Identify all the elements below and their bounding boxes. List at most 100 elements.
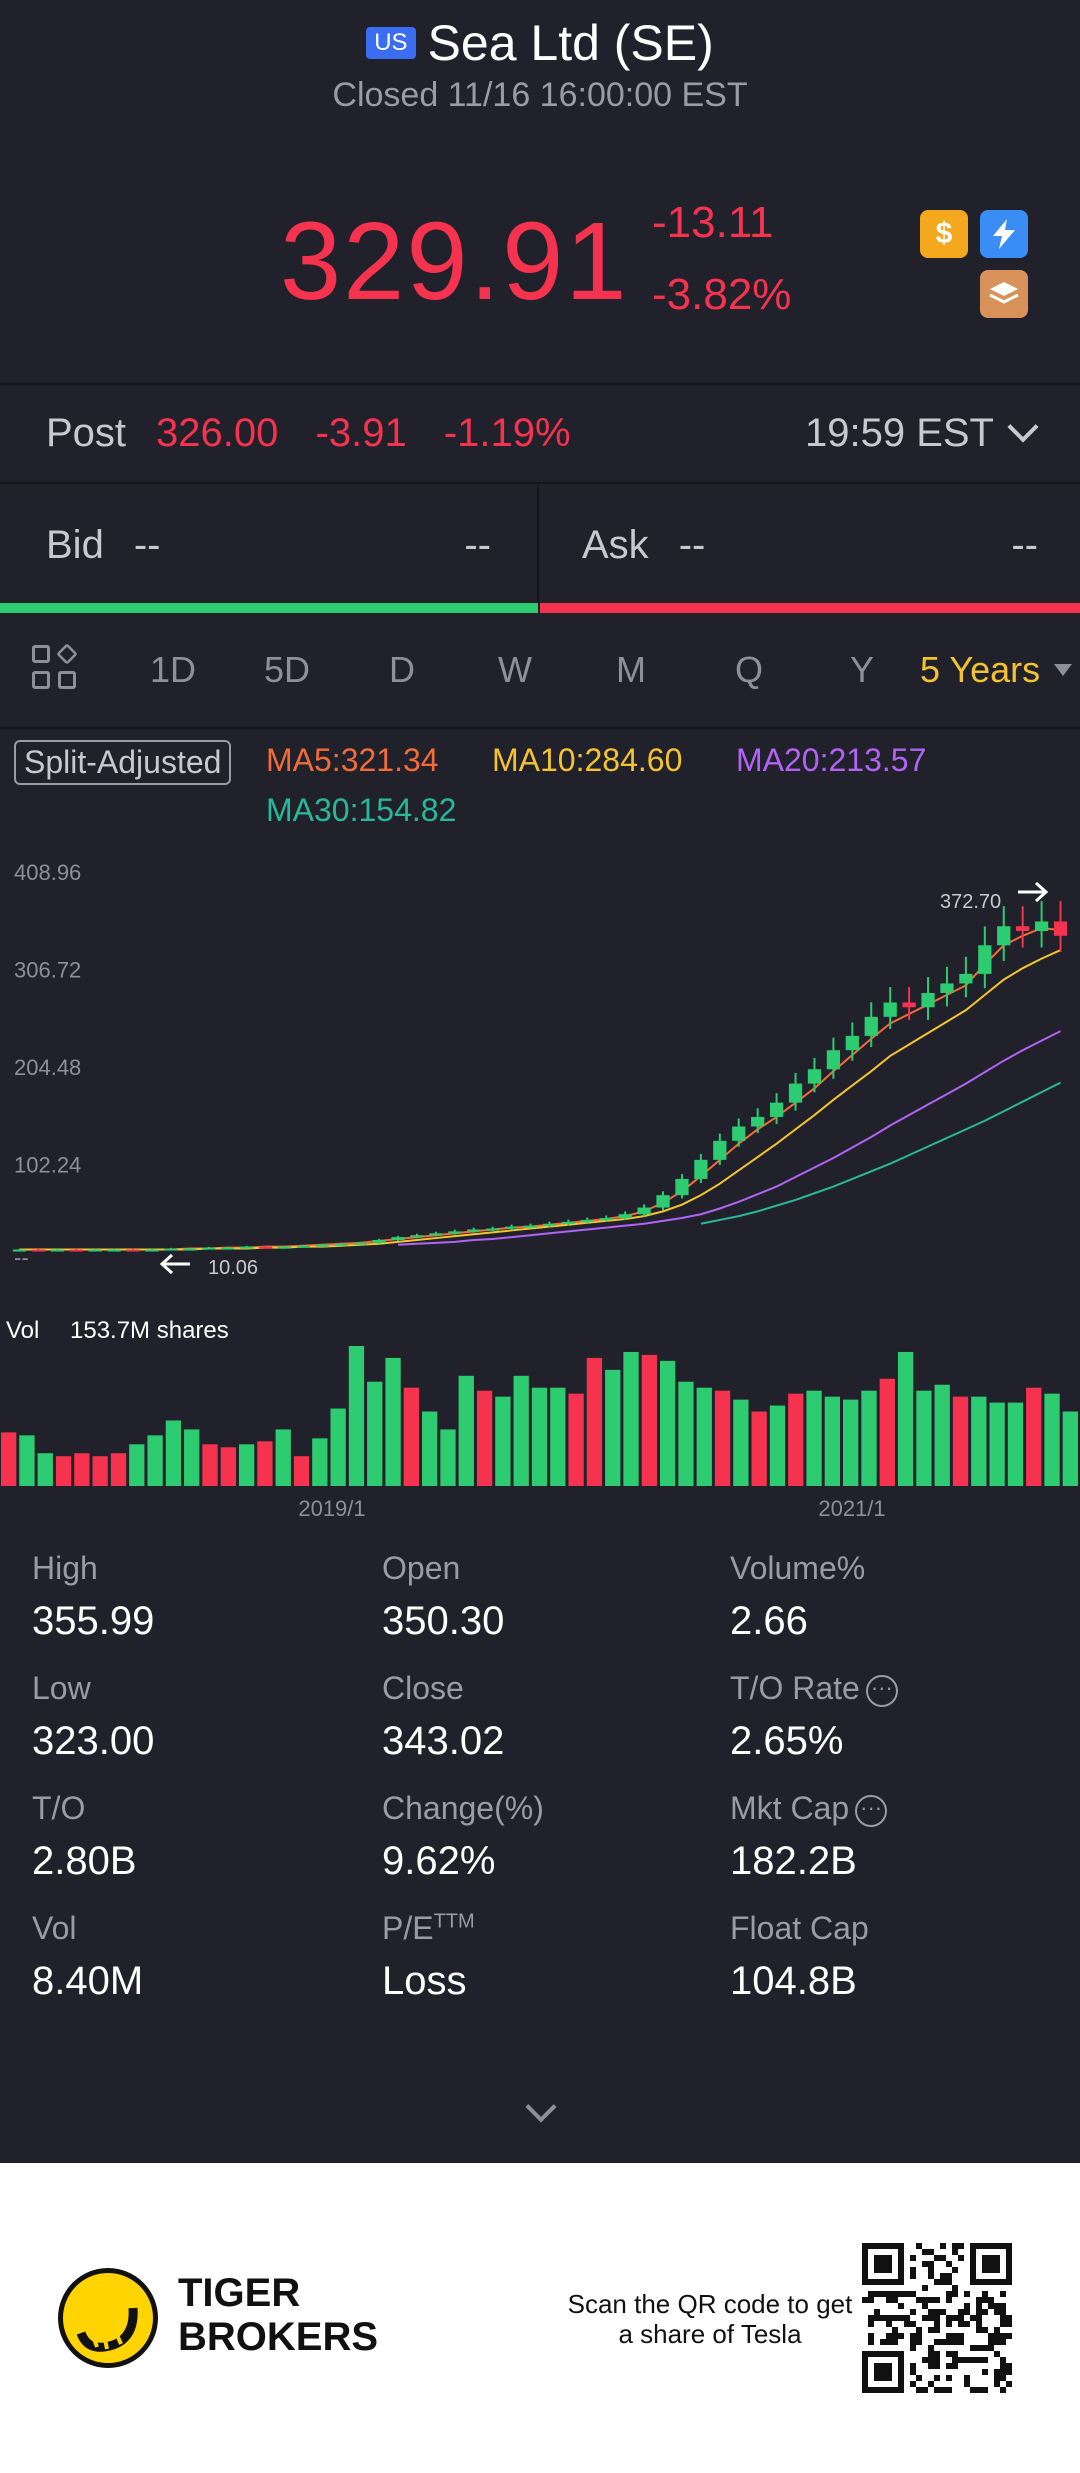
scan-text: Scan the QR code to get a share of Tesla <box>567 2289 853 2349</box>
volume-bar <box>952 1396 969 1486</box>
stat-cell: T/O Rate ··· 2.65% <box>730 1670 898 1764</box>
post-time[interactable]: 19:59 EST <box>805 411 1039 456</box>
stat-value: 343.02 <box>382 1719 505 1763</box>
volume-bar <box>184 1429 200 1486</box>
tab-w[interactable]: W <box>498 649 532 690</box>
stat-label: Low <box>32 1670 154 1707</box>
stat-label-text: Low <box>32 1670 91 1706</box>
price-change-percent: -3.82% <box>652 270 792 319</box>
candle-body <box>523 1225 538 1228</box>
stat-label: Close <box>382 1670 504 1707</box>
candle-body <box>221 1247 235 1250</box>
candle-body <box>429 1233 443 1236</box>
candle-body <box>391 1237 405 1240</box>
volume-bar <box>989 1402 1005 1486</box>
stat-label: P/ETTM <box>382 1910 475 1947</box>
volume-bar <box>92 1456 108 1486</box>
volume-bar <box>275 1429 291 1486</box>
bid-ask-divider <box>537 485 539 605</box>
candle-body <box>675 1178 689 1196</box>
candle-body <box>183 1248 197 1251</box>
candle-body <box>713 1140 727 1160</box>
stat-label: Change(%) <box>382 1790 544 1827</box>
market-badge: US <box>366 27 416 59</box>
caret-down-icon <box>1054 664 1073 676</box>
candle-body <box>467 1229 481 1232</box>
ma5-line <box>19 927 1061 1251</box>
tab-d[interactable]: D <box>389 649 415 690</box>
volume-bar <box>1 1432 17 1486</box>
candle-body <box>561 1221 576 1224</box>
ma30-label: MA30:154.82 <box>266 792 457 828</box>
stat-label-text: High <box>32 1550 98 1586</box>
stat-cell: Close 343.02 <box>382 1670 504 1764</box>
dollar-icon[interactable]: $ <box>920 210 968 258</box>
post-values: 326.00 -3.91 -1.19% <box>156 411 597 456</box>
arrow-right-icon <box>1018 881 1049 903</box>
expand-chevron-icon[interactable] <box>525 2091 557 2123</box>
stat-label: Volume% <box>730 1550 865 1587</box>
stat-label: Mkt Cap ··· <box>730 1790 888 1827</box>
volume-bar <box>147 1435 163 1486</box>
divider <box>0 383 1080 385</box>
candle-body <box>258 1246 273 1249</box>
volume-bar <box>367 1381 383 1486</box>
chevron-down-icon[interactable] <box>1007 411 1039 443</box>
stat-label-text: Close <box>382 1670 464 1706</box>
tab-q[interactable]: Q <box>735 649 764 690</box>
market-status: Closed 11/16 16:00:00 EST <box>332 76 748 114</box>
volume-bar <box>934 1384 950 1486</box>
y-tick-label: 102.24 <box>14 1153 81 1178</box>
bid-label: Bid <box>46 522 104 567</box>
stat-value: 182.2B <box>730 1839 857 1883</box>
post-label: Post <box>46 410 127 455</box>
volume-bar <box>714 1390 731 1486</box>
tab-y[interactable]: Y <box>850 649 875 690</box>
volume-bar <box>1044 1393 1060 1486</box>
volume-bar <box>202 1444 218 1486</box>
divider <box>0 482 1080 484</box>
post-market-row[interactable]: Post 326.00 -3.91 -1.19% 19:59 EST <box>0 385 1080 481</box>
flash-icon[interactable] <box>980 210 1028 258</box>
volume-bar <box>586 1357 603 1486</box>
brand-name: TIGER BROKERS <box>178 2271 378 2359</box>
candle-body <box>277 1246 292 1249</box>
x-tick-label: 2019/1 <box>298 1496 365 1520</box>
high-marker-label: 372.70 <box>940 891 1001 913</box>
ask-strength-bar <box>540 603 1080 613</box>
post-change-percent: -1.19% <box>443 410 571 455</box>
candle-body <box>504 1226 519 1229</box>
ask-size: -- <box>1011 522 1038 567</box>
period-tabs: 1D 5D D W M Q Y 5 Years <box>0 630 1080 710</box>
bid-box: Bid -- -- <box>0 485 537 605</box>
more-info-icon[interactable]: ··· <box>855 1794 888 1827</box>
volume-bar <box>238 1444 255 1486</box>
volume-bar <box>37 1453 53 1486</box>
candle-body <box>618 1214 632 1219</box>
layout-grid-icon[interactable] <box>32 643 82 695</box>
stat-label-text: Float Cap <box>730 1910 869 1946</box>
post-price: 326.00 <box>156 410 279 455</box>
stat-value: 9.62% <box>382 1839 496 1883</box>
more-info-icon[interactable]: ··· <box>865 1674 898 1707</box>
stat-label: T/O <box>32 1790 137 1827</box>
stat-label: T/O Rate ··· <box>730 1670 898 1707</box>
tab-m[interactable]: M <box>616 649 646 690</box>
volume-bar <box>312 1438 328 1486</box>
split-adjusted-button[interactable]: Split-Adjusted <box>14 740 232 785</box>
stat-cell: Float Cap 104.8B <box>730 1910 869 2004</box>
stack-icon[interactable] <box>980 270 1028 318</box>
candle-body <box>959 973 973 984</box>
tab-5-years[interactable]: 5 Years <box>920 649 1073 691</box>
candle-body <box>732 1126 746 1141</box>
title-row: US Sea Ltd (SE) <box>0 8 1080 78</box>
low-marker-label: 10.06 <box>208 1257 258 1279</box>
candle-body <box>145 1249 159 1252</box>
tab-5-years-label: 5 Years <box>920 649 1041 690</box>
tab-1d[interactable]: 1D <box>150 649 197 690</box>
tab-5d[interactable]: 5D <box>264 649 311 690</box>
candle-body <box>997 926 1011 946</box>
volume-bar <box>568 1393 584 1486</box>
candle-body <box>12 1249 27 1252</box>
